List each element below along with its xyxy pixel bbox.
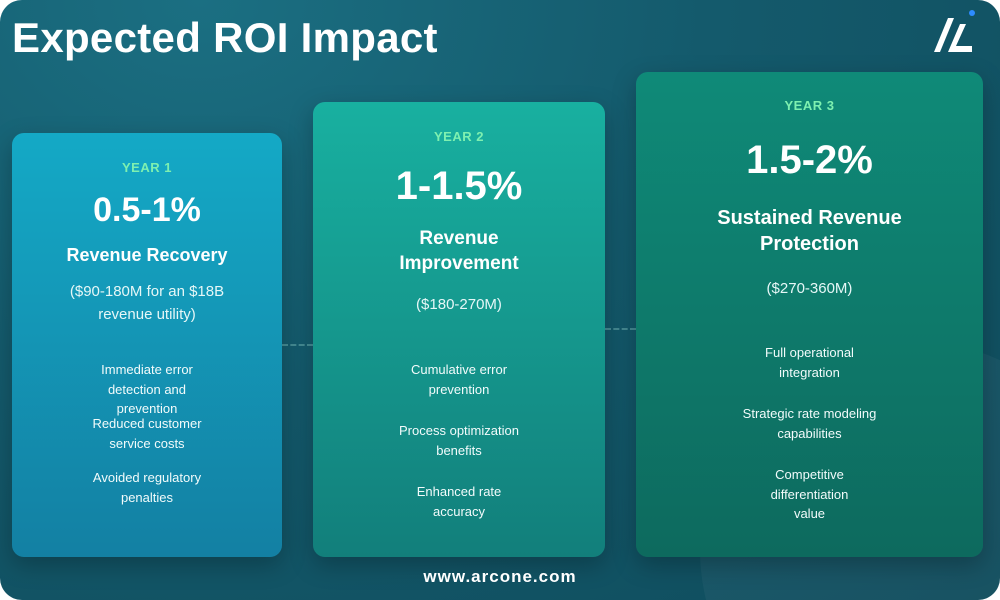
feature-item: Process optimization benefits	[399, 423, 519, 458]
year-2-card: YEAR 2 1-1.5% Revenue Improvement ($180-…	[313, 102, 605, 557]
connector-line-2	[605, 328, 636, 330]
card-subtext: ($180-270M)	[416, 296, 502, 313]
footer-url: www.arcone.com	[423, 567, 577, 586]
feature-item: Reduced customer service costs	[92, 416, 202, 451]
feature-item: Enhanced rate accuracy	[416, 484, 502, 519]
page-title: Expected ROI Impact	[12, 14, 438, 61]
roi-value: 1.5-2%	[746, 138, 873, 182]
connector-line-1	[282, 344, 313, 346]
card-headline: Sustained Revenue Protection	[717, 207, 902, 255]
roi-value: 0.5-1%	[93, 191, 201, 229]
card-subtext: ($270-360M)	[766, 280, 853, 297]
feature-item: Strategic rate modeling capabilities	[742, 406, 877, 441]
feature-item: Competitive differentiation value	[770, 467, 849, 521]
card-subtext: ($90-180M for an $18B revenue utility)	[69, 283, 225, 324]
year-label: YEAR 2	[434, 129, 484, 144]
year-1-card: YEAR 1 0.5-1% Revenue Recovery ($90-180M…	[12, 133, 282, 557]
card-headline: Revenue Recovery	[66, 245, 228, 265]
feature-item: Cumulative error prevention	[410, 362, 508, 397]
year-label: YEAR 1	[122, 160, 172, 175]
arcone-logo-icon	[934, 10, 975, 52]
roi-value: 1-1.5%	[395, 164, 523, 208]
feature-item: Immediate error detection and prevention	[101, 362, 193, 416]
feature-item: Avoided regulatory penalties	[92, 470, 202, 505]
year-label: YEAR 3	[784, 98, 835, 113]
year-3-card: YEAR 3 1.5-2% Sustained Revenue Protecti…	[636, 72, 983, 557]
feature-item: Full operational integration	[765, 345, 854, 380]
card-headline: Revenue Improvement	[399, 228, 519, 274]
